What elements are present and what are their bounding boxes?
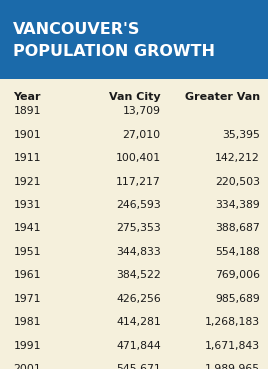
Text: 769,006: 769,006: [215, 270, 260, 280]
Text: 1941: 1941: [13, 224, 41, 234]
Text: 1981: 1981: [13, 317, 41, 327]
Text: 35,395: 35,395: [222, 130, 260, 140]
Text: 545,671: 545,671: [116, 364, 161, 369]
Text: 1951: 1951: [13, 247, 41, 257]
Bar: [0, 0, 268, 79]
Text: 27,010: 27,010: [123, 130, 161, 140]
Text: 1,671,843: 1,671,843: [205, 341, 260, 351]
Text: 1,268,183: 1,268,183: [205, 317, 260, 327]
Text: 100,401: 100,401: [116, 153, 161, 163]
Text: 246,593: 246,593: [116, 200, 161, 210]
Text: 117,217: 117,217: [116, 177, 161, 187]
Text: POPULATION GROWTH: POPULATION GROWTH: [13, 44, 215, 59]
Text: 275,353: 275,353: [116, 224, 161, 234]
Text: 554,188: 554,188: [215, 247, 260, 257]
Text: 388,687: 388,687: [215, 224, 260, 234]
Text: Van City: Van City: [109, 92, 161, 102]
Text: 1911: 1911: [13, 153, 41, 163]
Text: 2001: 2001: [13, 364, 41, 369]
Text: 334,389: 334,389: [215, 200, 260, 210]
Text: 1901: 1901: [13, 130, 41, 140]
Text: 1971: 1971: [13, 294, 41, 304]
Text: Year: Year: [13, 92, 41, 102]
Text: 220,503: 220,503: [215, 177, 260, 187]
Text: 1921: 1921: [13, 177, 41, 187]
Text: 471,844: 471,844: [116, 341, 161, 351]
Text: 344,833: 344,833: [116, 247, 161, 257]
Text: 13,709: 13,709: [123, 106, 161, 116]
Text: 414,281: 414,281: [116, 317, 161, 327]
Text: 1931: 1931: [13, 200, 41, 210]
Text: 985,689: 985,689: [215, 294, 260, 304]
Text: 1961: 1961: [13, 270, 41, 280]
Text: VANCOUVER'S: VANCOUVER'S: [13, 22, 141, 37]
Text: 1,989,965: 1,989,965: [205, 364, 260, 369]
Text: 1891: 1891: [13, 106, 41, 116]
Text: 1991: 1991: [13, 341, 41, 351]
Text: 142,212: 142,212: [215, 153, 260, 163]
Text: Greater Van: Greater Van: [185, 92, 260, 102]
Text: 426,256: 426,256: [116, 294, 161, 304]
Text: 384,522: 384,522: [116, 270, 161, 280]
